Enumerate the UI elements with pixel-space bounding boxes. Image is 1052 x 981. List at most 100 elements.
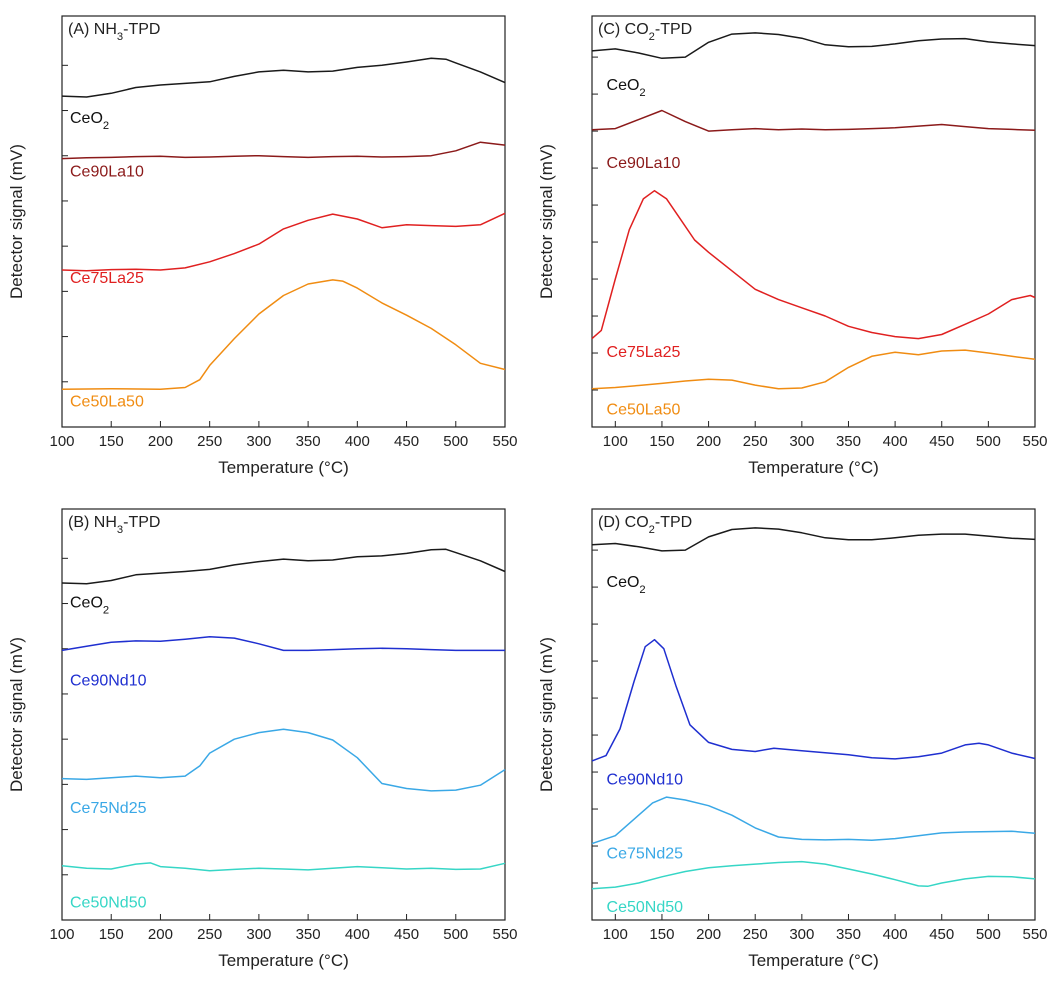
series-label-ce50nd50-main: Ce50Nd50 (607, 899, 684, 916)
panel-title-subscript: 2 (649, 524, 655, 536)
series-label-ceo2-subscript: 2 (639, 87, 645, 99)
x-tick-label: 300 (246, 433, 271, 450)
x-tick-label: 150 (649, 926, 674, 943)
series-line-ce50la50 (591, 349, 1036, 390)
series-label-ce50la50: Ce50La50 (70, 393, 144, 410)
plot-frame (61, 508, 506, 921)
x-tick-label: 400 (883, 433, 908, 450)
panel-b: 100 150 200 250 300 350 400 450 500 550 Temperatur… (7, 508, 518, 970)
panel-title-suffix: -TPD (123, 514, 160, 531)
x-tick-label: 400 (345, 926, 370, 943)
x-tick-label: 450 (929, 926, 954, 943)
panel-d: 100 150 200 250 300 350 400 450 500 550 Temperatur… (537, 508, 1048, 970)
series-label-ce75nd25: Ce75Nd25 (607, 845, 684, 862)
x-tick-label: 550 (492, 926, 517, 943)
series-line-ce50nd50 (61, 862, 506, 872)
series-label-ce90nd10: Ce90Nd10 (70, 673, 147, 690)
x-tick-label: 150 (649, 433, 674, 450)
panel-c: 100 150 200 250 300 350 400 450 500 550 Temperatur… (537, 15, 1048, 477)
series-label-ce75la25: Ce75La25 (607, 344, 681, 361)
y-axis-title: Detector signal (mV) (7, 144, 26, 299)
x-tick-label: 350 (296, 433, 321, 450)
x-axis-title: Temperature (°C) (218, 458, 349, 477)
x-tick-label: 200 (148, 433, 173, 450)
x-tick-label: 450 (929, 433, 954, 450)
series-label-ce50nd50-main: Ce50Nd50 (70, 895, 147, 912)
x-tick-label: 100 (49, 433, 74, 450)
x-axis-title: Temperature (°C) (748, 458, 879, 477)
plot-frame (61, 15, 506, 428)
series-label-ce90nd10: Ce90Nd10 (607, 771, 684, 788)
x-tick-label: 500 (443, 926, 468, 943)
x-tick-label: 450 (394, 433, 419, 450)
series-label-ceo2-main: CeO (607, 77, 640, 94)
x-tick-label: 450 (394, 926, 419, 943)
x-tick-label: 550 (1022, 926, 1047, 943)
series-label-ce50la50-main: Ce50La50 (70, 393, 144, 410)
series-line-ce90nd10 (61, 636, 505, 652)
series-line-ce90nd10 (591, 638, 1036, 762)
x-tick-label: 150 (99, 433, 124, 450)
series-line-ce90la10 (591, 109, 1036, 132)
y-axis-title: Detector signal (mV) (7, 637, 26, 792)
series-label-ceo2-main: CeO (70, 110, 103, 127)
panel-title: (D) CO2-TPD (598, 514, 692, 536)
series-line-ceo2 (61, 548, 506, 585)
series-label-ceo2: CeO2 (70, 595, 109, 617)
series-label-ceo2-subscript: 2 (103, 120, 109, 132)
x-tick-label: 500 (976, 433, 1001, 450)
panel-title: (B) NH3-TPD (68, 514, 160, 536)
plot-frame (591, 508, 1036, 921)
x-tick-label: 200 (696, 926, 721, 943)
x-tick-label: 300 (789, 433, 814, 450)
x-axis-title: Temperature (°C) (748, 951, 879, 970)
series-label-ce90la10: Ce90La10 (607, 155, 681, 172)
y-axis-title: Detector signal (mV) (537, 144, 556, 299)
x-tick-label: 250 (743, 926, 768, 943)
series-label-ce90la10: Ce90La10 (70, 163, 144, 180)
x-tick-label: 400 (883, 926, 908, 943)
series-label-ce50nd50: Ce50Nd50 (70, 895, 147, 912)
series-line-ce50nd50 (591, 860, 1036, 890)
series-label-ce90nd10-main: Ce90Nd10 (607, 771, 684, 788)
series-label-ce50la50: Ce50La50 (607, 402, 681, 419)
x-tick-label: 500 (976, 926, 1001, 943)
x-tick-label: 550 (492, 433, 517, 450)
series-label-ce75la25: Ce75La25 (70, 270, 144, 287)
panel-a: 100 150 200 250 300 350 400 450 500 550 Temperatur… (7, 15, 518, 477)
series-label-ceo2-main: CeO (70, 595, 103, 612)
x-tick-label: 100 (603, 926, 628, 943)
series-line-ceo2 (591, 527, 1036, 552)
series-label-ce50la50-main: Ce50La50 (607, 402, 681, 419)
x-tick-label: 350 (296, 926, 321, 943)
panel-title-main: (D) CO (598, 514, 649, 531)
panel-title-suffix: -TPD (655, 21, 692, 38)
x-tick-label: 250 (197, 433, 222, 450)
series-label-ceo2-main: CeO (607, 574, 640, 591)
series-label-ce90la10-main: Ce90La10 (607, 155, 681, 172)
panel-title-suffix: -TPD (123, 21, 160, 38)
series-label-ce75nd25-main: Ce75Nd25 (607, 845, 684, 862)
x-tick-label: 550 (1022, 433, 1047, 450)
panel-title-main: (C) CO (598, 21, 649, 38)
series-line-ce75nd25 (61, 728, 506, 792)
panel-title-subscript: 3 (117, 31, 123, 43)
x-tick-label: 100 (603, 433, 628, 450)
series-label-ceo2: CeO2 (607, 77, 646, 99)
x-tick-label: 300 (246, 926, 271, 943)
series-line-ce75la25 (591, 189, 1036, 340)
panel-title-main: (B) NH (68, 514, 117, 531)
panel-title-main: (A) NH (68, 21, 117, 38)
x-tick-label: 350 (836, 433, 861, 450)
y-axis-title: Detector signal (mV) (537, 637, 556, 792)
x-tick-label: 500 (443, 433, 468, 450)
series-label-ce90nd10-main: Ce90Nd10 (70, 673, 147, 690)
x-tick-label: 400 (345, 433, 370, 450)
panel-title-subscript: 2 (649, 31, 655, 43)
series-label-ce90la10-main: Ce90La10 (70, 163, 144, 180)
x-tick-label: 150 (99, 926, 124, 943)
panel-title-suffix: -TPD (655, 514, 692, 531)
x-tick-label: 300 (789, 926, 814, 943)
series-line-ce50la50 (61, 279, 506, 390)
